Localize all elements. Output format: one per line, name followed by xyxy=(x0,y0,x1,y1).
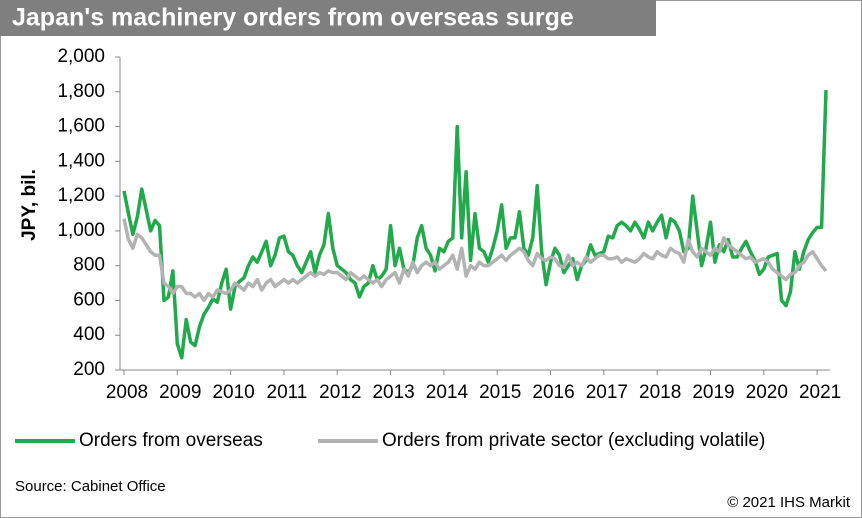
x-tick-label: 2009 xyxy=(159,382,201,403)
x-tick-label: 2019 xyxy=(692,382,734,403)
x-tick-label: 2012 xyxy=(319,382,361,403)
source: Source: Cabinet Office xyxy=(15,478,166,495)
x-tick-label: 2015 xyxy=(479,382,521,403)
series-line xyxy=(122,89,828,360)
y-tick-label: 1,600 xyxy=(57,116,105,137)
x-tick-label: 2013 xyxy=(372,382,414,403)
x-tick-label: 2017 xyxy=(586,382,628,403)
y-tick-label: 1,200 xyxy=(57,185,105,206)
x-tick-label: 2016 xyxy=(532,382,574,403)
x-tick-label: 2021 xyxy=(799,382,841,403)
y-tick-label: 2,000 xyxy=(57,46,105,67)
x-tick-label: 2008 xyxy=(106,382,148,403)
chart-title: Japan's machinery orders from overseas s… xyxy=(12,4,574,32)
copyright: © 2021 IHS Markit xyxy=(727,494,851,511)
y-tick-label: 600 xyxy=(73,289,105,310)
y-tick-label: 400 xyxy=(73,324,105,345)
y-tick-label: 200 xyxy=(73,359,105,380)
x-tick-label: 2010 xyxy=(212,382,254,403)
x-tick-label: 2014 xyxy=(426,382,469,403)
y-tick-label: 1,800 xyxy=(57,81,105,102)
x-tick-label: 2018 xyxy=(639,382,681,403)
y-tick-label: 1,000 xyxy=(57,220,105,241)
y-tick-label: 1,400 xyxy=(57,150,105,171)
y-tick-label: 800 xyxy=(73,255,105,276)
x-tick-label: 2011 xyxy=(267,382,308,403)
x-tick-label: 2020 xyxy=(746,382,788,403)
legend-label: Orders from overseas xyxy=(79,430,263,451)
title-bar xyxy=(0,0,656,36)
series-line xyxy=(122,218,828,303)
y-axis-label: JPY, bil. xyxy=(19,169,40,241)
legend-label: Orders from private sector (excluding vo… xyxy=(382,430,765,451)
